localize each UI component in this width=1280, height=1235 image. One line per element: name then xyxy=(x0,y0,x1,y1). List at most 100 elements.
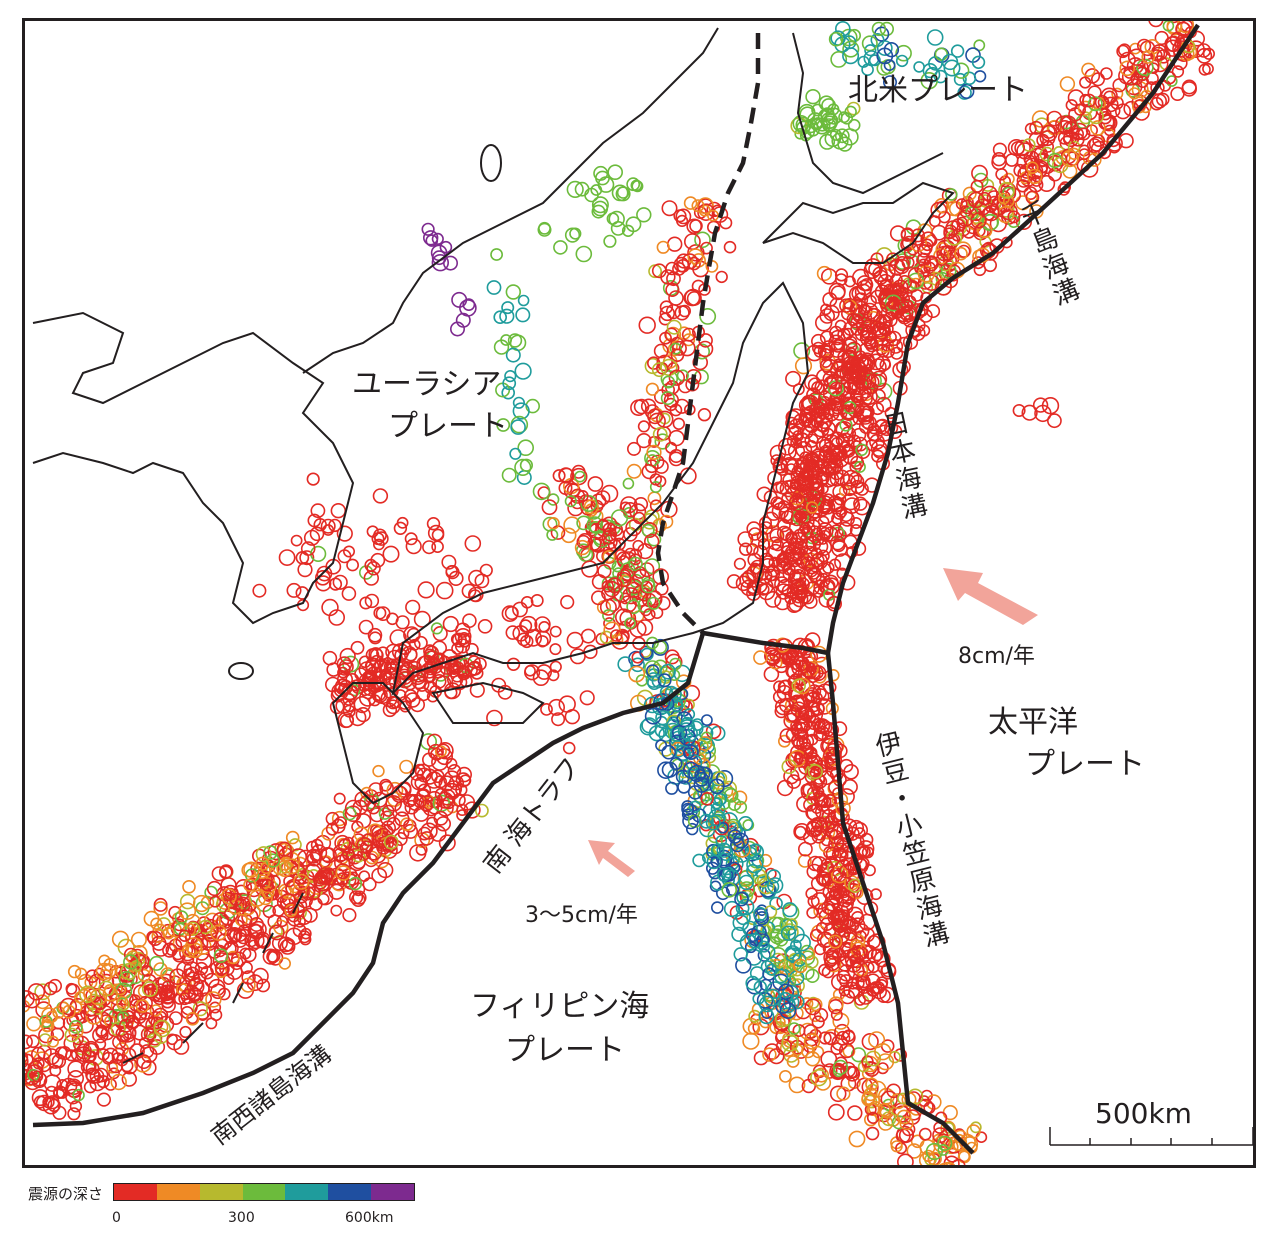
earthquake-point xyxy=(797,854,812,868)
earthquake-point xyxy=(1149,96,1164,111)
earthquake-point xyxy=(952,62,970,79)
earthquake-point xyxy=(359,565,374,580)
earthquake-point xyxy=(875,314,892,330)
earthquake-point xyxy=(818,507,835,524)
earthquake-point xyxy=(342,907,357,923)
earthquake-circles xyxy=(25,21,1215,1165)
earthquake-point xyxy=(666,319,682,335)
earthquake-point xyxy=(637,420,651,433)
earthquake-point xyxy=(957,85,972,100)
earthquake-point xyxy=(742,1032,760,1050)
earthquake-point xyxy=(670,348,685,363)
earthquake-point xyxy=(686,290,702,306)
earthquake-point xyxy=(825,846,840,861)
earthquake-point xyxy=(166,1033,178,1046)
earthquake-point xyxy=(586,516,603,533)
earthquake-point xyxy=(686,218,703,235)
earthquake-point xyxy=(675,208,692,225)
earthquake-point xyxy=(645,590,663,608)
earthquake-point xyxy=(795,440,813,458)
earthquake-point xyxy=(803,594,818,609)
earthquake-point xyxy=(758,853,773,868)
earthquake-point xyxy=(870,32,885,47)
earthquake-point xyxy=(815,572,831,588)
earthquake-point xyxy=(700,791,715,806)
earthquake-point xyxy=(992,142,1008,157)
earthquake-point xyxy=(786,707,803,724)
earthquake-point xyxy=(336,525,353,542)
earthquake-point xyxy=(819,358,834,373)
earthquake-point xyxy=(889,1093,907,1110)
earthquake-point xyxy=(747,552,762,568)
earthquake-point xyxy=(918,1127,932,1141)
earthquake-point xyxy=(864,44,877,57)
earthquake-point xyxy=(644,558,661,575)
earthquake-point xyxy=(805,689,818,702)
earthquake-point xyxy=(46,1035,59,1048)
earthquake-point xyxy=(465,642,479,657)
earthquake-point xyxy=(372,764,385,778)
earthquake-point xyxy=(82,1040,100,1058)
earthquake-point xyxy=(705,815,721,831)
earthquake-point xyxy=(406,627,421,642)
earthquake-point xyxy=(237,924,251,937)
earthquake-point xyxy=(435,581,454,600)
earthquake-point xyxy=(647,408,663,425)
earthquake-point xyxy=(433,810,449,826)
earthquake-point xyxy=(283,858,300,875)
earthquake-point xyxy=(891,1115,907,1130)
earthquake-point xyxy=(630,657,645,673)
earthquake-point xyxy=(727,829,743,844)
earthquake-point xyxy=(108,1058,124,1074)
earthquake-point xyxy=(285,927,303,946)
earthquake-point xyxy=(626,599,641,615)
earthquake-point xyxy=(825,398,837,410)
earthquake-point xyxy=(811,333,826,349)
earthquake-point xyxy=(436,741,454,760)
earthquake-point xyxy=(351,892,366,907)
earthquake-point xyxy=(422,540,437,555)
earthquake-point xyxy=(762,1047,777,1062)
earthquake-point xyxy=(783,994,800,1011)
earthquake-point xyxy=(509,447,522,460)
earthquake-point xyxy=(661,200,678,217)
earthquake-point xyxy=(564,495,577,508)
earthquake-point xyxy=(794,718,811,734)
earthquake-point xyxy=(423,644,437,658)
earthquake-point xyxy=(734,800,748,814)
earthquake-point xyxy=(829,341,846,358)
earthquake-point xyxy=(231,931,248,948)
earthquake-point xyxy=(782,902,798,918)
earthquake-point xyxy=(840,989,856,1005)
earthquake-point xyxy=(532,482,551,501)
earthquake-point xyxy=(940,262,957,279)
earthquake-point xyxy=(681,253,698,270)
earthquake-point xyxy=(597,564,612,579)
earthquake-point xyxy=(306,851,322,867)
earthquake-point xyxy=(229,892,243,907)
earthquake-point xyxy=(461,583,477,599)
earthquake-point xyxy=(959,83,975,99)
earthquake-point xyxy=(971,256,985,270)
earthquake-point xyxy=(38,1027,55,1044)
earthquake-point xyxy=(845,918,860,932)
earthquake-point xyxy=(805,88,821,105)
earthquake-point xyxy=(869,981,883,995)
earthquake-point xyxy=(141,965,153,977)
earthquake-point xyxy=(65,982,78,995)
earthquake-point xyxy=(341,586,357,601)
earthquake-point xyxy=(803,797,817,812)
earthquake-point xyxy=(1012,403,1026,417)
earthquake-point xyxy=(306,886,321,901)
earthquake-point xyxy=(847,1065,860,1079)
earthquake-point xyxy=(205,991,222,1008)
earthquake-point xyxy=(780,925,797,941)
earthquake-point xyxy=(668,290,684,306)
earthquake-point xyxy=(415,843,428,856)
earthquake-point xyxy=(1040,124,1058,142)
earthquake-point xyxy=(932,1127,949,1144)
earthquake-point xyxy=(62,1004,76,1019)
earthquake-point xyxy=(681,725,698,742)
earthquake-point xyxy=(870,289,885,304)
earthquake-point xyxy=(734,891,749,907)
